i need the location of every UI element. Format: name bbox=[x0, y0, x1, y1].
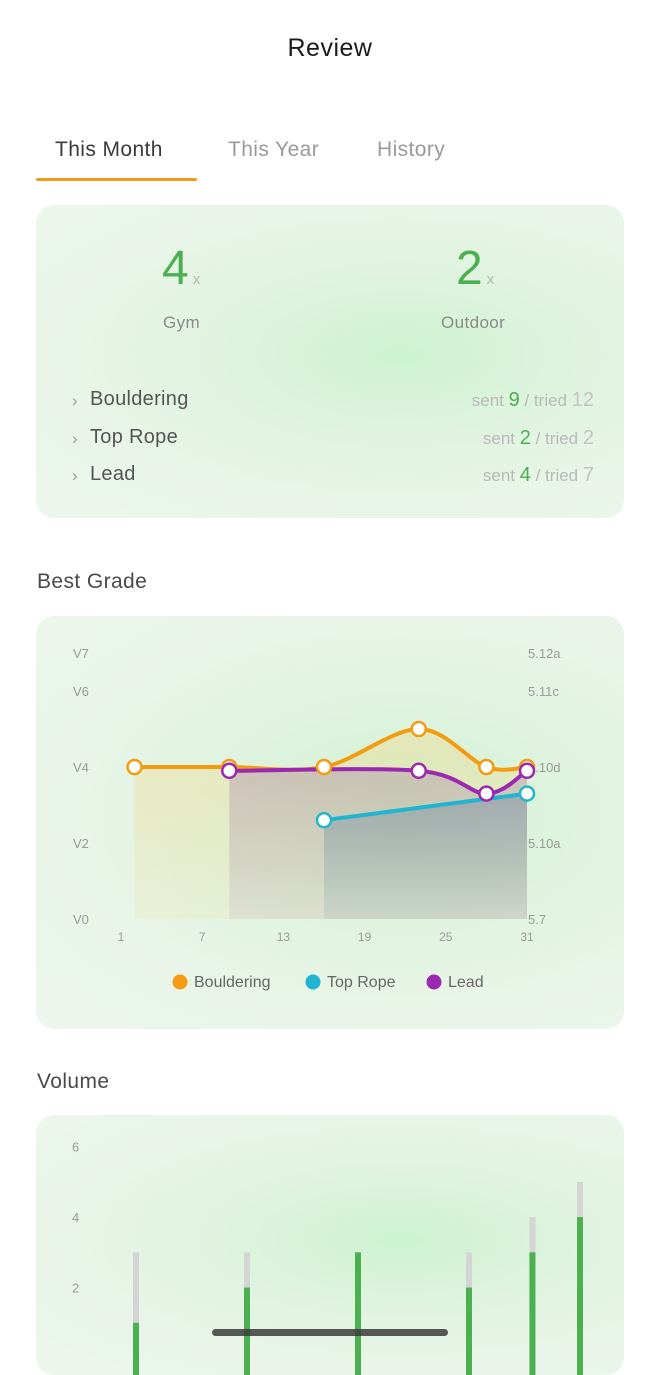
y-tick-label-right: 5.10a bbox=[528, 836, 561, 851]
chevron-right-icon: › bbox=[72, 429, 78, 448]
y-tick-label-right: 5.12a bbox=[528, 646, 561, 661]
row-label: Bouldering bbox=[90, 388, 189, 410]
tried-count: 12 bbox=[571, 389, 594, 411]
page-title: Review bbox=[287, 34, 373, 62]
volume-bar-sent bbox=[529, 1252, 536, 1375]
gym-count-value: 4 bbox=[162, 242, 189, 295]
data-point-bouldering bbox=[410, 720, 427, 738]
x-tick-label: 13 bbox=[277, 930, 291, 944]
gym-count-suffix: x bbox=[192, 271, 201, 288]
y-tick-label-right: 5.7 bbox=[528, 912, 546, 927]
summary-row-lead[interactable]: › Lead sent 4 / tried 7 bbox=[72, 462, 594, 492]
summary-row-bouldering[interactable]: › Bouldering sent 9 / tried 12 bbox=[72, 387, 594, 417]
x-tick-label: 25 bbox=[439, 930, 453, 944]
legend-label: Bouldering bbox=[194, 974, 271, 991]
y-tick-label-left: V7 bbox=[73, 646, 89, 661]
sent-count: 4 bbox=[519, 464, 531, 486]
volume-bar-sent bbox=[355, 1252, 361, 1375]
y-tick-label-left: V2 bbox=[73, 836, 89, 851]
legend-swatch bbox=[172, 974, 188, 990]
legend-label: Lead bbox=[448, 974, 484, 991]
sent-count: 9 bbox=[508, 389, 520, 411]
best-grade-chart: V0 V2 V4 V6 V7 5.7 5.10a 5.10d 5.11c 5.12a 1 7 13 19 2… bbox=[73, 646, 561, 991]
tried-label: / tried bbox=[535, 429, 579, 448]
summary-row-top-rope[interactable]: › Top Rope sent 2 / tried 2 bbox=[72, 425, 594, 455]
volume-heading: Volume bbox=[37, 1070, 110, 1093]
y-tick-label-left: V4 bbox=[73, 760, 89, 775]
best-grade-heading: Best Grade bbox=[37, 570, 148, 593]
tried-count: 2 bbox=[582, 427, 594, 449]
data-point-lead bbox=[478, 785, 495, 802]
sent-label: sent bbox=[482, 466, 516, 485]
data-point-bouldering bbox=[126, 758, 143, 776]
y-tick-label-left: V0 bbox=[73, 912, 89, 927]
series-line-top-rope bbox=[322, 791, 529, 823]
legend-swatch bbox=[426, 974, 442, 990]
volume-bar-sent bbox=[466, 1287, 472, 1375]
active-tab-indicator bbox=[36, 178, 197, 181]
chevron-right-icon: › bbox=[72, 466, 78, 485]
outdoor-count-value: 2 bbox=[456, 242, 483, 295]
row-stats: sent 4 / tried 7 bbox=[483, 464, 594, 487]
best-grade-card: V0 V2 V4 V6 V7 5.7 5.10a 5.10d 5.11c 5.12a 1 7 13 19 2… bbox=[36, 616, 624, 1029]
series-line-lead bbox=[227, 767, 529, 796]
y-tick-label: 6 bbox=[72, 1140, 79, 1155]
x-tick-label: 1 bbox=[118, 930, 125, 944]
row-stats: sent 2 / tried 2 bbox=[483, 427, 594, 450]
x-tick-label: 7 bbox=[199, 930, 206, 944]
x-tick-label: 19 bbox=[358, 930, 372, 944]
row-label: Lead bbox=[90, 463, 136, 485]
y-tick-label: 4 bbox=[72, 1210, 79, 1225]
tab-this-year[interactable]: This Year bbox=[228, 138, 320, 161]
y-tick-label-right: 5.11c bbox=[528, 684, 559, 699]
legend-swatch bbox=[305, 974, 321, 990]
y-tick-label: 2 bbox=[72, 1281, 79, 1296]
data-point-lead bbox=[518, 762, 536, 780]
sent-label: sent bbox=[482, 429, 516, 448]
y-tick-label-left: V6 bbox=[73, 684, 89, 699]
series-area-lead bbox=[229, 769, 527, 919]
data-point-lead bbox=[221, 762, 238, 780]
chevron-right-icon: › bbox=[72, 391, 78, 410]
x-tick-label: 31 bbox=[520, 930, 534, 944]
row-label: Top Rope bbox=[90, 426, 179, 448]
data-point-bouldering bbox=[478, 758, 495, 776]
volume-bar-sent bbox=[577, 1217, 583, 1375]
sent-count: 2 bbox=[519, 427, 531, 449]
gym-label: Gym bbox=[163, 313, 201, 332]
data-point-lead bbox=[410, 762, 427, 780]
tried-label: / tried bbox=[524, 391, 568, 410]
sent-label: sent bbox=[471, 391, 504, 410]
volume-chart: 2 4 6 bbox=[72, 1140, 583, 1375]
tab-history[interactable]: History bbox=[377, 138, 446, 161]
volume-card: 2 4 6 bbox=[36, 1115, 624, 1375]
data-point-bouldering bbox=[315, 758, 333, 776]
data-point-top-rope bbox=[518, 785, 536, 802]
home-indicator bbox=[212, 1329, 448, 1336]
volume-bar-tried bbox=[133, 1252, 139, 1375]
tried-count: 7 bbox=[582, 464, 594, 486]
row-stats: sent 9 / tried 12 bbox=[472, 389, 594, 412]
tab-this-month[interactable]: This Month bbox=[55, 138, 163, 161]
data-point-top-rope bbox=[315, 811, 333, 829]
legend-label: Top Rope bbox=[327, 974, 396, 991]
y-tick-label-right: 5.10d bbox=[528, 760, 561, 775]
outdoor-count-suffix: x bbox=[486, 271, 495, 288]
outdoor-label: Outdoor bbox=[441, 313, 506, 332]
tried-label: / tried bbox=[535, 466, 579, 485]
